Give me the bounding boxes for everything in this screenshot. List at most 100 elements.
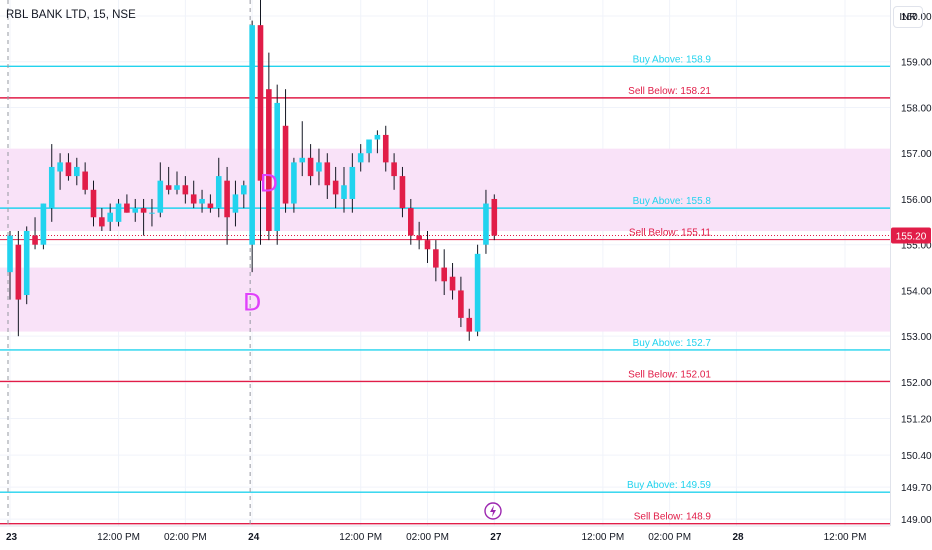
time-axis-label: 12:00 PM: [824, 532, 867, 543]
price-axis-label: 156.00: [901, 195, 932, 206]
candle-body: [257, 25, 264, 181]
candle-body: [366, 139, 372, 154]
price-axis-label: 157.00: [901, 149, 932, 160]
candle-body: [433, 249, 439, 268]
time-axis-label: 28: [732, 532, 744, 543]
candle-body: [441, 267, 447, 282]
zone-marker-label: D: [260, 170, 278, 198]
candle-body: [232, 194, 239, 213]
candle-body: [90, 189, 97, 218]
candle-body: [249, 25, 255, 245]
candle-body: [424, 240, 431, 250]
price-axis-label: 149.70: [901, 483, 932, 494]
candle-body: [23, 230, 30, 296]
candle-body: [190, 194, 197, 204]
price-axis-label: 155.00: [901, 241, 932, 252]
candle-body: [82, 171, 88, 190]
candle-body: [291, 162, 297, 204]
candle-body: [349, 166, 356, 199]
candle-body: [416, 235, 422, 241]
session-breaks: [7, 0, 251, 526]
candle-body: [266, 89, 272, 231]
candle-body: [165, 185, 172, 190]
buy-level-label: Buy Above: 158.9: [633, 54, 712, 65]
candle-body: [374, 134, 381, 140]
candle-body: [99, 217, 105, 227]
buy-level-label: Buy Above: 149.59: [627, 480, 711, 491]
candle-body: [7, 235, 13, 273]
time-axis-label: 12:00 PM: [97, 532, 140, 543]
candle-body: [132, 208, 139, 213]
price-axis-label: 149.00: [901, 515, 932, 526]
last-price-tag: 155.20: [891, 227, 931, 244]
candle-body: [341, 185, 347, 199]
chart-title: RBL BANK LTD, 15, NSE: [6, 9, 136, 21]
candle-body: [458, 290, 464, 318]
candle-body: [408, 208, 414, 236]
candle-body: [124, 203, 130, 213]
price-axis-label: 152.00: [901, 378, 932, 389]
price-axis-label: 150.40: [901, 451, 932, 462]
candle-body: [215, 176, 222, 209]
time-axis-label: 12:00 PM: [339, 532, 382, 543]
candles: [7, 0, 498, 341]
candle-body: [391, 162, 397, 177]
candle-body: [382, 134, 389, 163]
candle-body: [65, 162, 72, 177]
candle-body: [157, 180, 164, 213]
candle-body: [324, 162, 331, 186]
candle-body: [182, 185, 189, 195]
candle-body: [491, 198, 498, 236]
price-axis-label: 158.00: [901, 103, 932, 114]
demand-supply-zones: [0, 148, 890, 332]
candle-body: [40, 203, 47, 245]
time-axis-label: 02:00 PM: [648, 532, 691, 543]
candle-body: [224, 180, 230, 218]
candle-body: [15, 244, 22, 300]
time-axis-label: 12:00 PM: [581, 532, 624, 543]
candle-body: [466, 317, 473, 332]
sell-level-label: Sell Below: 148.9: [634, 512, 712, 523]
candle-body: [140, 208, 147, 213]
price-axis-label: 154.00: [901, 286, 932, 297]
candle-body: [174, 185, 180, 190]
axis-divider: [890, 0, 891, 526]
lightning-glyph: [490, 505, 496, 517]
time-axis: 23 12:00 PM 02:00 PM 24 12:00 PM 02:00 PM 27 12…: [0, 525, 890, 543]
candle-body: [149, 212, 155, 214]
candle-body: [474, 253, 481, 332]
candle-body: [57, 162, 63, 172]
buy-level-label: Buy Above: 155.8: [633, 196, 712, 207]
zone-markers: DD: [243, 170, 278, 317]
candle-body: [357, 153, 364, 163]
candle-body: [282, 125, 289, 204]
candle-body: [241, 185, 247, 195]
candle-body: [449, 276, 456, 291]
time-axis-label: 02:00 PM: [164, 532, 207, 543]
buy-level-label: Buy Above: 152.7: [633, 338, 712, 349]
time-axis-label: 27: [490, 532, 502, 543]
sell-level-label: Sell Below: 152.01: [628, 369, 711, 380]
candle-body: [483, 203, 489, 245]
currency-button[interactable]: INR: [893, 6, 923, 28]
candle-body: [274, 102, 280, 231]
price-axis: 160.00 159.00 158.00 157.00 156.00 155.00 154.…: [901, 12, 932, 526]
zone-marker-label: D: [243, 289, 261, 317]
candle-body: [399, 176, 406, 209]
candle-body: [207, 203, 214, 209]
candle-body: [74, 166, 80, 177]
candle-body: [32, 235, 38, 245]
sell-level-label: Sell Below: 155.11: [629, 228, 712, 239]
time-axis-label: 24: [248, 532, 260, 543]
candle-body: [107, 212, 113, 222]
candle-body: [307, 157, 314, 177]
candle-body: [316, 162, 322, 172]
event-marker: [484, 502, 502, 520]
grid: [0, 0, 890, 526]
sell-level-label: Sell Below: 158.21: [628, 86, 711, 97]
time-axis-label: 23: [6, 532, 18, 543]
price-zone: [0, 148, 890, 231]
price-tag-box: [891, 227, 931, 244]
price-axis-label: 153.00: [901, 332, 932, 343]
